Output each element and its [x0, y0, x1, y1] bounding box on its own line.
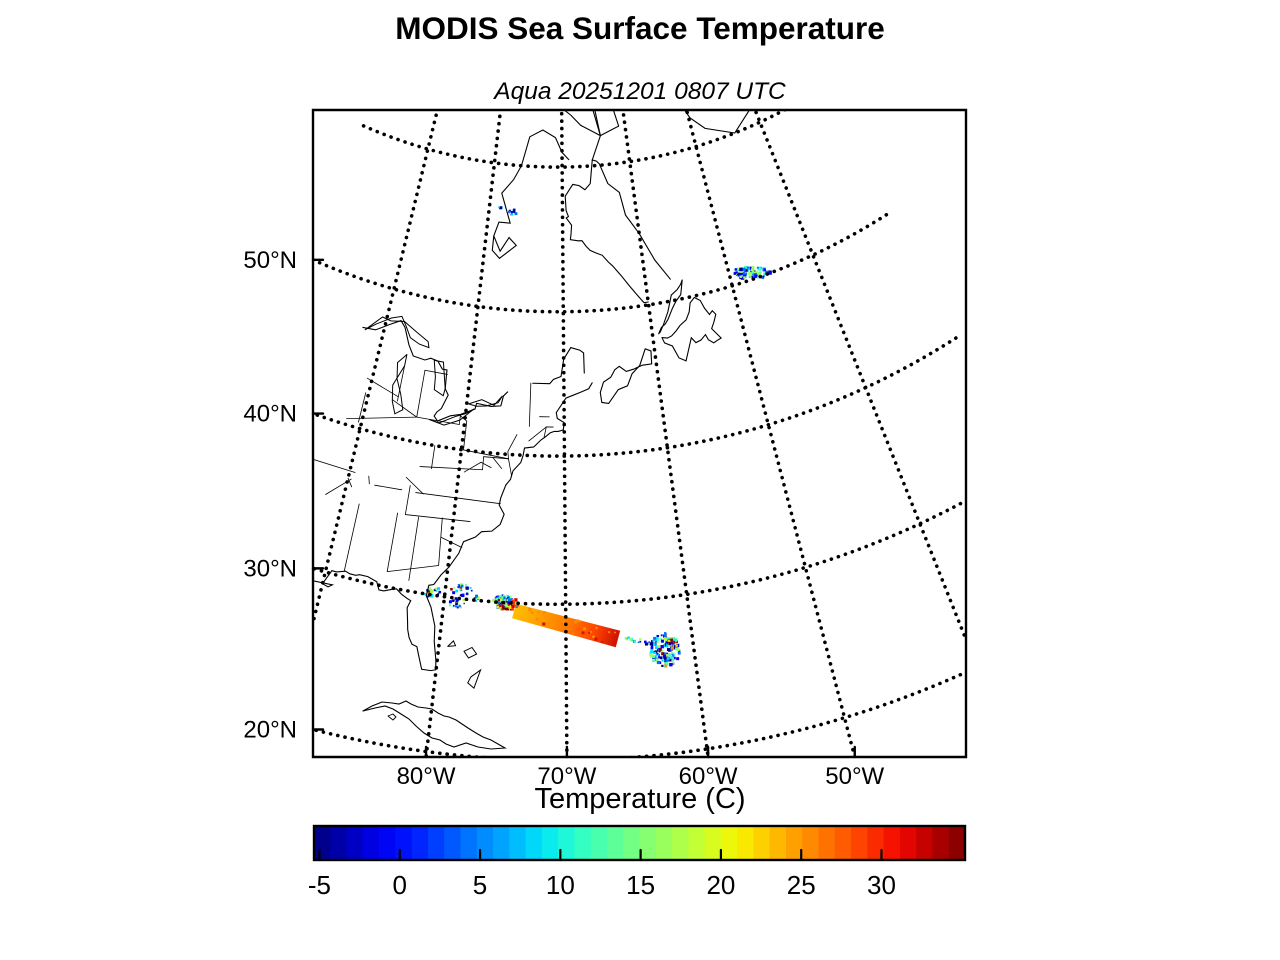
- svg-text:10: 10: [546, 870, 575, 900]
- svg-text:-5: -5: [308, 870, 331, 900]
- svg-text:30°N: 30°N: [243, 555, 297, 582]
- svg-text:0: 0: [393, 870, 407, 900]
- svg-text:5: 5: [473, 870, 487, 900]
- svg-text:50°W: 50°W: [825, 763, 884, 790]
- svg-text:20°N: 20°N: [243, 717, 297, 744]
- svg-text:70°W: 70°W: [537, 763, 596, 790]
- svg-text:40°N: 40°N: [243, 401, 297, 428]
- svg-text:80°W: 80°W: [397, 763, 456, 790]
- svg-text:20: 20: [706, 870, 735, 900]
- svg-text:30: 30: [867, 870, 896, 900]
- svg-text:15: 15: [626, 870, 655, 900]
- svg-text:50°N: 50°N: [243, 247, 297, 274]
- svg-text:25: 25: [787, 870, 816, 900]
- svg-text:60°W: 60°W: [679, 763, 738, 790]
